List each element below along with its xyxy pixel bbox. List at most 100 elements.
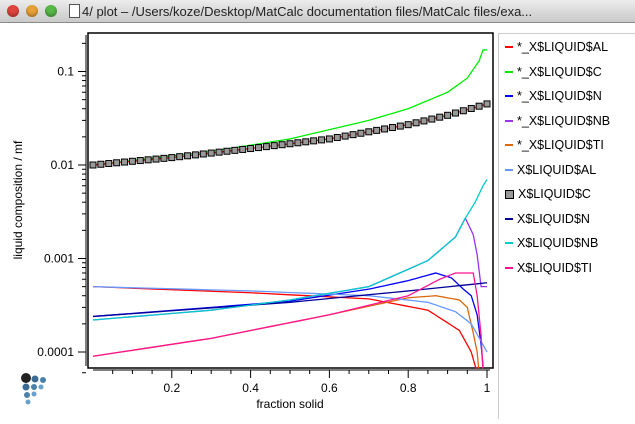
legend-item: X$LIQUID$C bbox=[505, 187, 591, 201]
legend-item: *_X$LIQUID$C bbox=[505, 65, 602, 79]
data-point-marker bbox=[451, 109, 459, 117]
x-tick-label: 0.4 bbox=[242, 381, 259, 395]
data-point-marker bbox=[357, 129, 365, 137]
data-point-marker bbox=[207, 149, 215, 157]
data-point-marker bbox=[270, 142, 278, 150]
data-point-marker bbox=[444, 111, 452, 119]
data-point-marker bbox=[105, 160, 113, 168]
series-line-7 bbox=[92, 282, 488, 318]
legend-label: X$LIQUID$C bbox=[518, 187, 591, 201]
data-point-marker bbox=[89, 161, 97, 169]
legend-swatch bbox=[505, 95, 513, 97]
y-tick-label: 0.1 bbox=[57, 65, 74, 79]
y-axis-label: liquid composition / mf bbox=[11, 140, 25, 259]
legend-swatch bbox=[505, 119, 513, 122]
legend-item: X$LIQUID$NB bbox=[505, 236, 598, 250]
legend-item: *_X$LIQUID$NB bbox=[505, 114, 610, 128]
legend-label: X$LIQUID$NB bbox=[517, 236, 599, 250]
data-point-marker bbox=[349, 131, 357, 139]
x-tick-label: 0.6 bbox=[321, 381, 338, 395]
data-point-marker bbox=[318, 136, 326, 144]
data-point-marker bbox=[428, 115, 436, 123]
legend-swatch bbox=[505, 217, 513, 220]
data-point-marker bbox=[365, 128, 373, 136]
data-point-marker bbox=[121, 158, 129, 166]
legend-swatch bbox=[505, 144, 513, 146]
legend-label: *_X$LIQUID$TI bbox=[517, 138, 604, 152]
data-point-marker bbox=[191, 151, 199, 159]
legend-label: *_X$LIQUID$AL bbox=[517, 40, 609, 54]
legend-item: *_X$LIQUID$AL bbox=[505, 40, 608, 54]
legend-label: X$LIQUID$N bbox=[517, 211, 590, 226]
legend-swatch bbox=[505, 46, 513, 48]
y-tick-label: 0.001 bbox=[44, 252, 74, 266]
data-point-marker bbox=[278, 141, 286, 149]
data-point-marker bbox=[223, 147, 231, 155]
x-tick-label: 0.2 bbox=[163, 381, 180, 395]
y-tick-label: 0.0001 bbox=[37, 345, 74, 359]
data-point-marker bbox=[459, 107, 467, 115]
series-line-5 bbox=[92, 285, 488, 353]
data-point-marker bbox=[373, 126, 381, 134]
window-title: 4/ plot – /Users/koze/Desktop/MatCalc do… bbox=[82, 3, 533, 19]
x-axis-label: fraction solid bbox=[256, 397, 323, 411]
data-point-marker bbox=[128, 157, 136, 165]
data-point-marker bbox=[199, 150, 207, 158]
data-point-marker bbox=[483, 100, 491, 108]
y-tick-label: 0.01 bbox=[51, 158, 75, 172]
data-point-marker bbox=[262, 143, 270, 151]
data-point-marker bbox=[475, 102, 483, 110]
data-point-marker bbox=[136, 157, 144, 165]
data-point-marker bbox=[467, 104, 475, 112]
data-point-marker bbox=[404, 121, 412, 129]
legend-item: X$LIQUID$TI bbox=[505, 261, 592, 275]
legend-label: *_X$LIQUID$C bbox=[517, 64, 602, 79]
data-point-marker bbox=[152, 155, 160, 163]
x-tick-label: 0.8 bbox=[400, 381, 417, 395]
legend-item: X$LIQUID$N bbox=[505, 212, 590, 226]
plot-frame bbox=[87, 32, 494, 369]
legend-label: *_X$LIQUID$NB bbox=[517, 113, 611, 128]
legend-swatch bbox=[505, 168, 513, 171]
data-point-marker bbox=[381, 125, 389, 133]
series-line-8 bbox=[92, 179, 488, 321]
data-point-marker bbox=[388, 124, 396, 132]
data-point-marker bbox=[160, 154, 168, 162]
data-point-marker bbox=[341, 132, 349, 140]
legend-label: X$LIQUID$TI bbox=[517, 260, 593, 275]
data-point-marker bbox=[412, 119, 420, 127]
title-bar: 4/ plot – /Users/koze/Desktop/MatCalc do… bbox=[0, 0, 635, 23]
legend: *_X$LIQUID$AL *_X$LIQUID$C *_X$LIQUID$N *_X… bbox=[498, 33, 635, 419]
legend-item: X$LIQUID$AL bbox=[505, 163, 596, 177]
data-point-marker bbox=[184, 152, 192, 160]
data-point-marker bbox=[286, 140, 294, 148]
legend-item: *_X$LIQUID$N bbox=[505, 89, 602, 103]
data-point-marker bbox=[254, 144, 262, 152]
data-point-marker bbox=[113, 159, 121, 167]
data-point-marker bbox=[144, 156, 152, 164]
document-icon bbox=[69, 4, 80, 18]
legend-swatch bbox=[505, 242, 513, 244]
zoom-button[interactable] bbox=[45, 5, 57, 17]
x-tick-label: 1 bbox=[484, 381, 491, 395]
data-point-marker bbox=[302, 138, 310, 146]
data-point-marker bbox=[310, 137, 318, 145]
data-point-marker bbox=[333, 134, 341, 142]
close-button[interactable] bbox=[7, 5, 19, 17]
data-point-marker bbox=[247, 145, 255, 153]
data-point-marker bbox=[239, 145, 247, 153]
data-point-marker bbox=[325, 135, 333, 143]
data-point-marker bbox=[176, 153, 184, 161]
matcalc-logo-icon bbox=[21, 373, 46, 405]
data-point-marker bbox=[420, 117, 428, 125]
data-point-marker bbox=[396, 122, 404, 130]
legend-swatch bbox=[505, 189, 514, 199]
minimize-button[interactable] bbox=[26, 5, 38, 17]
legend-item: *_X$LIQUID$TI bbox=[505, 138, 604, 152]
legend-label: X$LIQUID$AL bbox=[517, 162, 597, 177]
legend-label: *_X$LIQUID$N bbox=[517, 89, 602, 103]
data-point-marker bbox=[97, 160, 105, 168]
legend-swatch bbox=[505, 70, 513, 73]
series-line-0 bbox=[92, 285, 478, 369]
